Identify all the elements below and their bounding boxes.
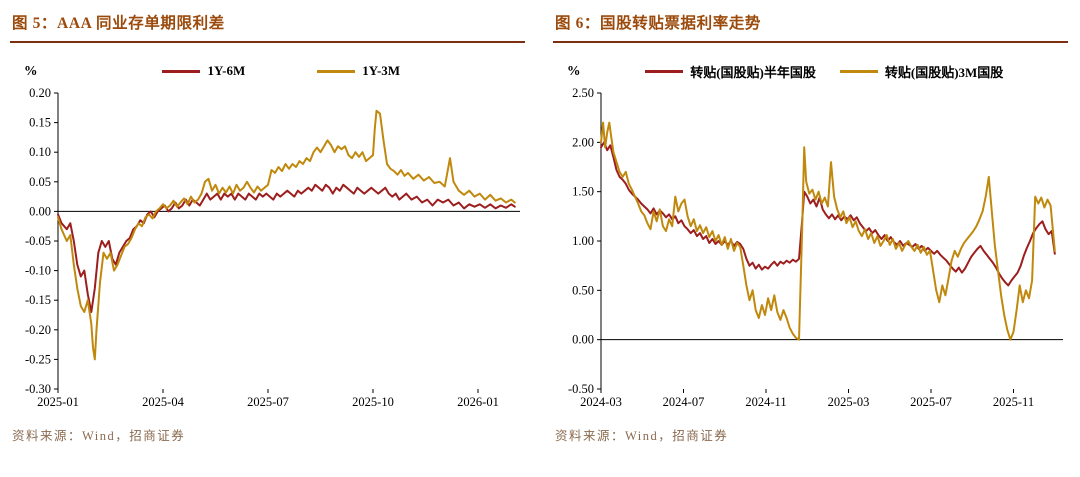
svg-text:0.00: 0.00 [29, 204, 51, 218]
svg-text:2025-07: 2025-07 [247, 395, 289, 409]
figure-6-title-rule [553, 41, 1068, 43]
svg-text:-0.50: -0.50 [568, 382, 594, 396]
figure-5-y-axis-unit: % [24, 63, 38, 78]
svg-text:2026-01: 2026-01 [457, 395, 499, 409]
legend-line-swatch [645, 69, 684, 73]
report-figures-row: 图 5：AAA 同业存单期限利差 % 1Y-6M 1Y-3M 0.20 0.15 0… [10, 8, 1068, 444]
figure-6-legend: 转贴(国股贴)半年国股 转贴(国股贴)3M国股 [645, 62, 1003, 81]
svg-text:2024-07: 2024-07 [663, 395, 705, 409]
svg-text:0.10: 0.10 [29, 145, 51, 159]
svg-text:2025-07: 2025-07 [910, 395, 952, 409]
svg-text:-0.25: -0.25 [25, 352, 51, 366]
legend-label: 转贴(国股贴)半年国股 [690, 64, 816, 80]
svg-text:-0.10: -0.10 [25, 264, 51, 278]
svg-text:0.15: 0.15 [29, 116, 51, 130]
svg-text:2024-11: 2024-11 [745, 395, 786, 409]
legend-line-swatch [839, 69, 878, 73]
svg-text:1.00: 1.00 [572, 234, 594, 248]
svg-text:-0.30: -0.30 [25, 382, 51, 396]
svg-text:2025-11: 2025-11 [993, 395, 1034, 409]
svg-text:2025-10: 2025-10 [352, 395, 394, 409]
legend-item: 1Y-3M [317, 63, 400, 79]
figure-5-source: 资料来源：Wind，招商证券 [12, 429, 186, 443]
legend-line-swatch [162, 69, 201, 73]
figure-5-legend: 1Y-6M 1Y-3M [162, 63, 400, 79]
legend-item: 1Y-6M [162, 63, 245, 79]
legend-label: 转贴(国股贴)3M国股 [884, 64, 1004, 80]
svg-text:2025-03: 2025-03 [828, 395, 870, 409]
svg-text:-0.20: -0.20 [25, 323, 51, 337]
figure-6-source: 资料来源：Wind，招商证券 [555, 429, 729, 443]
legend-item: 转贴(国股贴)半年国股 [645, 62, 816, 81]
figure-6-title: 图 6：国股转贴票据利率走势 [555, 15, 762, 32]
svg-text:1.50: 1.50 [572, 185, 594, 199]
svg-text:0.05: 0.05 [29, 175, 51, 189]
svg-text:0.20: 0.20 [29, 86, 51, 100]
legend-label: 1Y-3M [362, 63, 401, 78]
svg-text:2.00: 2.00 [572, 135, 594, 149]
line-chart-spread: 0.20 0.15 0.10 0.05 0.00 -0.05 -0.10 -0.15 -0.20… [25, 86, 520, 409]
figure-6-chart-header: % 转贴(国股贴)半年国股 转贴(国股贴)3M国股 [553, 59, 1068, 83]
legend-item: 转贴(国股贴)3M国股 [839, 62, 1004, 81]
svg-text:2.50: 2.50 [572, 86, 594, 100]
figure-6-panel: 图 6：国股转贴票据利率走势 % 转贴(国股贴)半年国股 转贴(国股贴)3M国股… [553, 8, 1068, 444]
svg-text:0.00: 0.00 [572, 333, 594, 347]
figure-5-title-rule [10, 41, 525, 43]
svg-text:-0.05: -0.05 [25, 234, 51, 248]
svg-text:0.50: 0.50 [572, 283, 594, 297]
svg-text:-0.15: -0.15 [25, 293, 51, 307]
legend-label: 1Y-6M [207, 63, 246, 78]
svg-text:2025-04: 2025-04 [142, 395, 184, 409]
svg-text:2025-01: 2025-01 [37, 395, 79, 409]
figure-5-chart-header: % 1Y-6M 1Y-3M [10, 59, 525, 83]
figure-6-y-axis-unit: % [567, 63, 581, 78]
legend-line-swatch [317, 69, 356, 73]
svg-text:2024-03: 2024-03 [580, 395, 622, 409]
figure-5-title: 图 5：AAA 同业存单期限利差 [12, 15, 225, 32]
figure-5-panel: 图 5：AAA 同业存单期限利差 % 1Y-6M 1Y-3M 0.20 0.15 0… [10, 8, 525, 444]
